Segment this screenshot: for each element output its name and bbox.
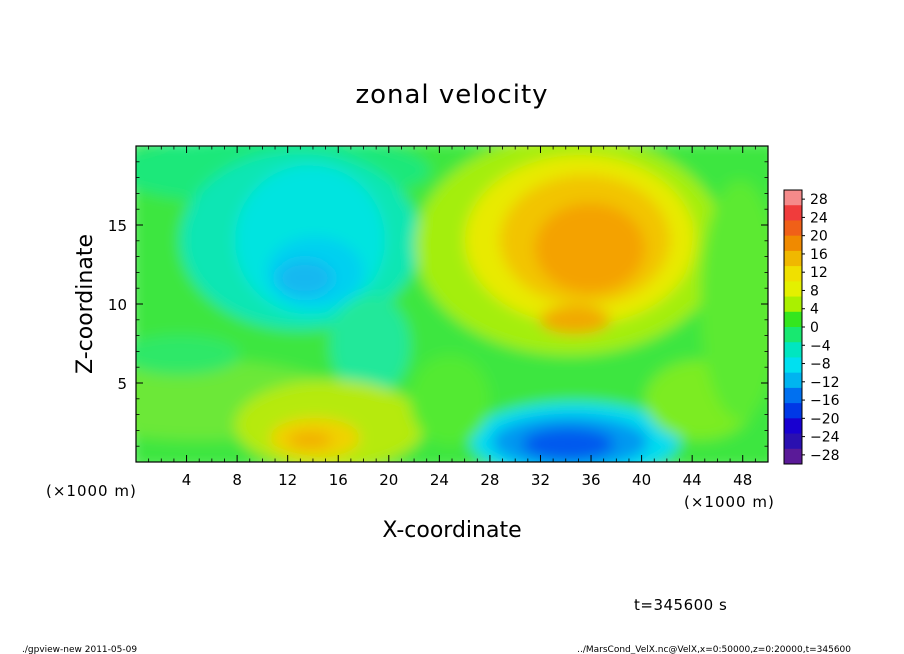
colorbar-swatch	[784, 235, 802, 252]
colorbar-tick-label: −12	[810, 375, 840, 391]
colorbar-tick-label: 4	[810, 302, 819, 318]
x-tick-label: 36	[581, 471, 600, 489]
x-unit-label: (×1000 m)	[46, 482, 137, 500]
colorbar-swatch	[784, 372, 802, 389]
colorbar-swatch	[784, 433, 802, 450]
x-tick-label: 24	[430, 471, 449, 489]
y-axis-ticks: 5 10 15	[108, 161, 768, 447]
colorbar-tick-label: −16	[810, 393, 840, 409]
x-tick-label: 8	[232, 471, 242, 489]
colorbar-swatch	[784, 387, 802, 404]
colorbar-tick-label: −28	[810, 448, 840, 464]
colorbar-swatch	[784, 266, 802, 282]
x-unit-label-right: (×1000 m)	[684, 493, 775, 511]
x-tick-label: 16	[329, 471, 348, 489]
time-annotation: t=345600 s	[634, 596, 727, 614]
colorbar-tick-label: −4	[810, 338, 831, 354]
colorbar-swatch	[784, 205, 802, 221]
colorbar-tick-label: 8	[810, 283, 819, 299]
colorbar: 28 24 20 16 12 8 4 0 −4 −8 −12 −16 −20 −24 −28	[783, 189, 840, 465]
colorbar-tick-label: 28	[810, 192, 828, 208]
colorbar-tick-label: 24	[810, 210, 828, 226]
x-tick-label: 20	[379, 471, 398, 489]
colorbar-swatch	[784, 281, 802, 298]
colorbar-swatch	[784, 190, 802, 206]
x-tick-label: 48	[733, 471, 752, 489]
x-tick-label: 40	[632, 471, 651, 489]
footer-left: ./gpview-new 2011-05-09	[22, 645, 137, 654]
colorbar-swatch	[784, 418, 802, 435]
y-tick-label: 15	[108, 217, 127, 235]
x-tick-label: 32	[531, 471, 550, 489]
y-tick-label: 5	[117, 375, 127, 393]
footer-right: ../MarsCond_VelX.nc@VelX,x=0:50000,z=0:2…	[577, 645, 851, 654]
colorbar-swatch	[784, 220, 802, 237]
x-tick-label: 12	[278, 471, 297, 489]
x-tick-label: 28	[480, 471, 499, 489]
colorbar-swatch	[784, 311, 802, 328]
colorbar-swatch	[784, 403, 802, 419]
colorbar-tick-label: 0	[810, 320, 819, 336]
colorbar-tick-label: 16	[810, 247, 828, 263]
colorbar-swatch	[784, 357, 802, 374]
colorbar-tick-label: 12	[810, 265, 828, 281]
colorbar-tick-label: −24	[810, 430, 840, 446]
colorbar-tick-label: 20	[810, 229, 828, 245]
heatmap-field	[136, 146, 768, 462]
x-axis-label: X-coordinate	[382, 518, 521, 543]
colorbar-tick-label: −8	[810, 357, 831, 373]
colorbar-swatch	[784, 296, 802, 313]
colorbar-swatch	[784, 250, 802, 267]
chart-title: zonal velocity	[355, 80, 548, 110]
x-axis-ticks: 4 8 12 16 20 24 28 32 36 40 44 48	[148, 146, 756, 489]
colorbar-swatch	[784, 448, 802, 465]
y-axis-label: Z-coordinate	[73, 234, 98, 374]
x-tick-label: 4	[182, 471, 192, 489]
x-tick-label: 44	[683, 471, 702, 489]
colorbar-swatch	[784, 342, 802, 358]
y-tick-label: 10	[108, 296, 127, 314]
colorbar-swatch	[784, 327, 802, 343]
colorbar-tick-label: −20	[810, 411, 840, 427]
